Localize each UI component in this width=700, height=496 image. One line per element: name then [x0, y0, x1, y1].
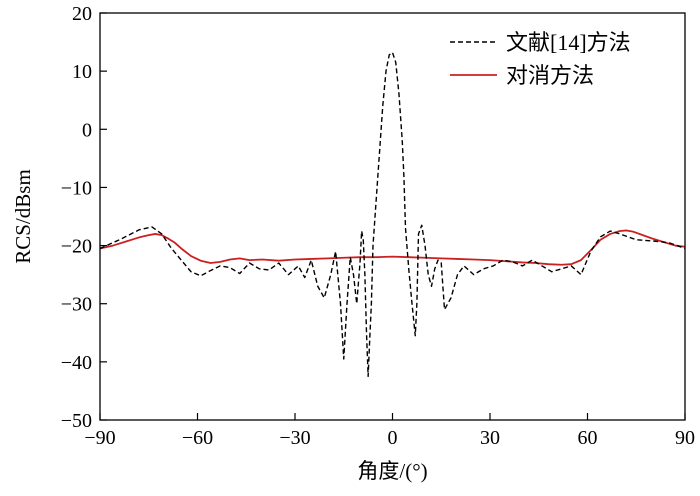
y-tick-label: −40 — [61, 352, 92, 374]
legend: 文献[14]方法 对消方法 — [450, 30, 631, 88]
plot-frame — [99, 12, 686, 421]
y-tick-label: 10 — [72, 61, 92, 83]
legend-label-cancellation-method: 对消方法 — [506, 63, 594, 88]
y-tick-label: −20 — [61, 236, 92, 258]
series-line-literature-method — [99, 51, 686, 378]
y-tick-label: −50 — [61, 410, 92, 432]
plot-lines — [99, 51, 686, 378]
x-tick-label: 90 — [675, 427, 695, 449]
x-tick-label: −90 — [84, 427, 115, 449]
x-tick-label: −30 — [279, 427, 310, 449]
series-line-cancellation-method — [99, 229, 686, 266]
x-axis-label: 角度/(°) — [357, 459, 427, 483]
x-tick-label: 30 — [480, 427, 500, 449]
y-tick-label: 20 — [72, 3, 92, 25]
y-tick-label: −10 — [61, 177, 92, 199]
legend-label-literature-method: 文献[14]方法 — [506, 30, 631, 55]
y-tick-label: 0 — [82, 119, 92, 141]
y-axis-label: RCS/dBsm — [11, 169, 35, 264]
x-tick-label: −60 — [182, 427, 213, 449]
x-tick-label: 0 — [388, 427, 398, 449]
x-axis-ticks: −90 −60 −30 0 30 60 90 — [84, 413, 695, 449]
x-tick-label: 60 — [578, 427, 598, 449]
y-tick-label: −30 — [61, 294, 92, 316]
y-axis-ticks: −50 −40 −30 −20 −10 0 10 20 — [61, 3, 107, 432]
